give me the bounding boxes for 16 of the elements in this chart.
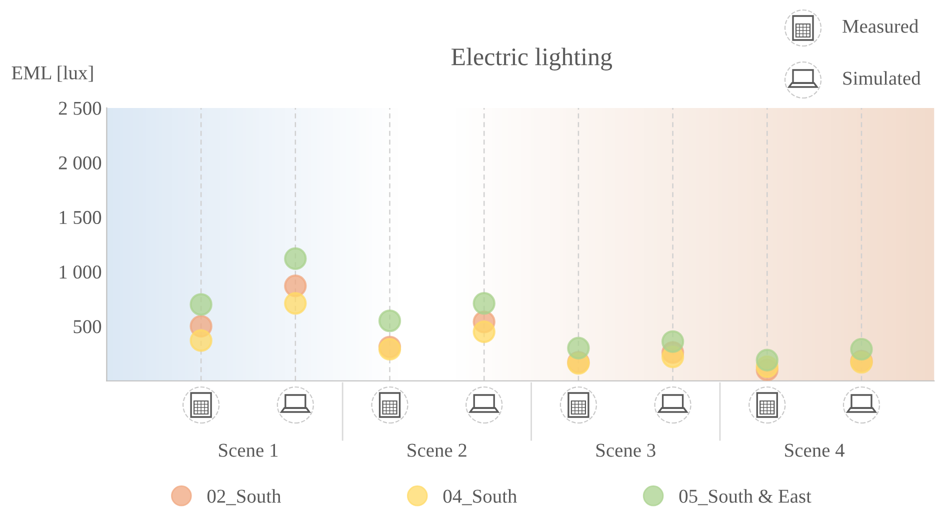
y-tick-label: 500 [74, 320, 102, 334]
text: Scene 3 [596, 444, 656, 457]
legend-label: 04_South [443, 489, 517, 506]
y-tick-label: 2 000 [58, 156, 102, 170]
text: Scene 2 [408, 444, 466, 457]
y-tick-label: 1 000 [60, 266, 102, 279]
y-tick-label: 2 500 [58, 102, 102, 115]
text: Simulated [843, 71, 921, 85]
text: Scene 1 [219, 444, 278, 457]
legend-label: 05_South & East [679, 489, 812, 506]
text: Scene 4 [785, 444, 845, 457]
y-tick-label: 1 500 [60, 210, 102, 224]
text: Measured [842, 19, 918, 33]
chart-title: Electric lighting [451, 48, 612, 70]
legend-label: 02_South [207, 489, 281, 506]
y-axis-title: EML [lux] [12, 66, 93, 82]
